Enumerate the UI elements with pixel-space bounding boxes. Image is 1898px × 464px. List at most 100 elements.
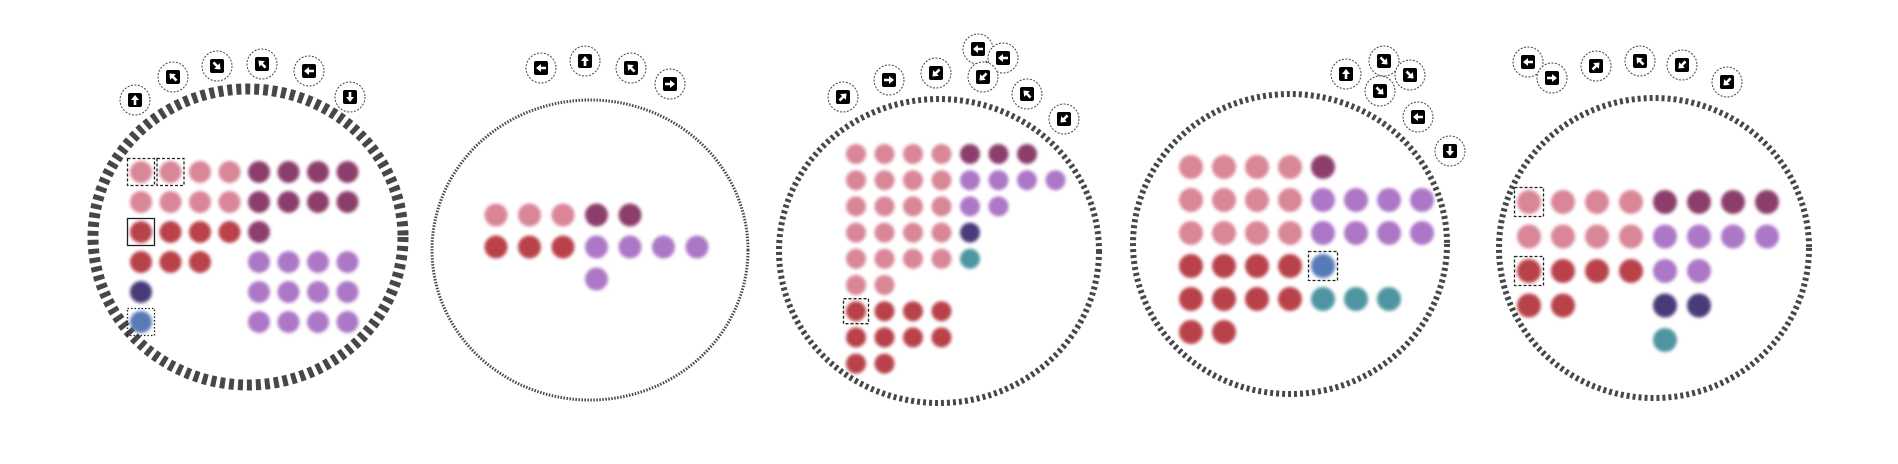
arrow-right-icon (873, 64, 905, 96)
dot-pink (1245, 155, 1269, 179)
cluster-ring (87, 83, 409, 391)
dot-pink (874, 144, 895, 164)
dot-lavender (277, 281, 300, 303)
cluster-ring (1130, 91, 1450, 397)
dot-red (1179, 287, 1203, 311)
dot-lavender (307, 311, 329, 333)
dot-plum (277, 161, 300, 183)
dot-red (1179, 320, 1203, 344)
dot-red (1179, 254, 1203, 278)
dot-lavender (1721, 224, 1745, 249)
dot-lavender (685, 235, 709, 259)
dot-pink (874, 196, 895, 217)
arrow-right-icon (1536, 62, 1568, 94)
dot-red (1551, 259, 1575, 283)
dot-pink (1619, 190, 1643, 214)
arrow-down-left-icon (967, 61, 999, 93)
dot-plum (1311, 155, 1335, 179)
dot-pink (1585, 190, 1609, 214)
dot-lavender (585, 235, 608, 259)
dot-pink (1179, 221, 1203, 245)
dot-pink (189, 161, 211, 183)
dot-pink (931, 222, 952, 243)
dot-teal (1311, 287, 1335, 311)
dot-pink (159, 161, 182, 183)
dot-pink (1212, 155, 1236, 179)
dot-plum (1017, 144, 1037, 164)
dot-pink (1245, 188, 1269, 212)
dot-pink (1278, 155, 1302, 179)
dot-plum (1687, 190, 1711, 214)
dot-plum (960, 144, 980, 164)
dot-red (846, 353, 866, 374)
highlight-box (1307, 250, 1339, 282)
dot-lavender (652, 235, 675, 259)
arrow-down-right-icon (1368, 45, 1400, 77)
dot-lavender (988, 196, 1009, 217)
arrow-up-right-icon (1580, 50, 1612, 82)
arrow-down-icon (334, 81, 366, 113)
panel (430, 45, 750, 402)
dot-plum (248, 221, 270, 243)
dot-plum (1755, 190, 1779, 214)
dot-red (1212, 254, 1236, 278)
arrow-down-right-icon (201, 50, 233, 82)
dot-lavender (248, 311, 270, 333)
dot-lavender (1311, 221, 1335, 245)
dot-lavender (307, 251, 329, 273)
dot-pink (931, 196, 952, 217)
dot-pink (1551, 224, 1575, 249)
dot-pink (846, 144, 866, 164)
dot-pink (484, 203, 508, 227)
arrow-left-icon (293, 55, 325, 87)
dot-plum (585, 203, 608, 227)
highlight-box (126, 307, 156, 337)
dot-red (130, 251, 152, 273)
arrow-down-right-icon (1364, 75, 1396, 107)
dot-lavender (248, 281, 270, 303)
panel (1496, 45, 1812, 401)
dot-red (130, 221, 152, 243)
dot-pink (1517, 190, 1541, 214)
dot-teal (1653, 328, 1677, 352)
dot-red (903, 301, 923, 322)
dot-lavender (1017, 170, 1037, 191)
arrow-up-left-icon (157, 61, 189, 93)
dot-teal (1377, 287, 1401, 311)
dot-navy (130, 281, 152, 303)
dot-red (846, 327, 866, 348)
dot-red (1278, 254, 1302, 278)
dot-navy (1653, 293, 1677, 318)
dot-plum (336, 161, 359, 183)
dot-pink (1585, 224, 1609, 249)
dot-lavender (1045, 170, 1066, 191)
dot-plum (988, 144, 1009, 164)
arrow-left-icon (525, 52, 557, 84)
dot-red (189, 251, 211, 273)
dot-pink (931, 248, 952, 269)
arrow-down-left-icon (1711, 66, 1743, 98)
arrow-up-right-icon (827, 81, 859, 113)
dot-lavender (618, 235, 642, 259)
dot-pink (903, 248, 923, 269)
dot-plum (307, 191, 329, 213)
dot-pink (1551, 190, 1575, 214)
dot-lavender (1410, 188, 1434, 212)
cluster-ring (430, 98, 750, 402)
dot-red (159, 221, 182, 243)
dot-plum (248, 161, 270, 183)
dot-red (218, 221, 241, 243)
arrow-left-icon (1512, 46, 1544, 78)
panel (776, 33, 1102, 406)
dot-plum (1721, 190, 1745, 214)
dot-pink (1245, 221, 1269, 245)
dot-navy (960, 222, 980, 243)
dot-lavender (336, 251, 359, 273)
panels-layer (87, 33, 1812, 406)
dot-pink (1212, 221, 1236, 245)
dot-lavender (960, 170, 980, 191)
dot-plum (277, 191, 300, 213)
arrow-left-icon (987, 42, 1019, 74)
dot-red (1278, 287, 1302, 311)
dot-pink (218, 191, 241, 213)
